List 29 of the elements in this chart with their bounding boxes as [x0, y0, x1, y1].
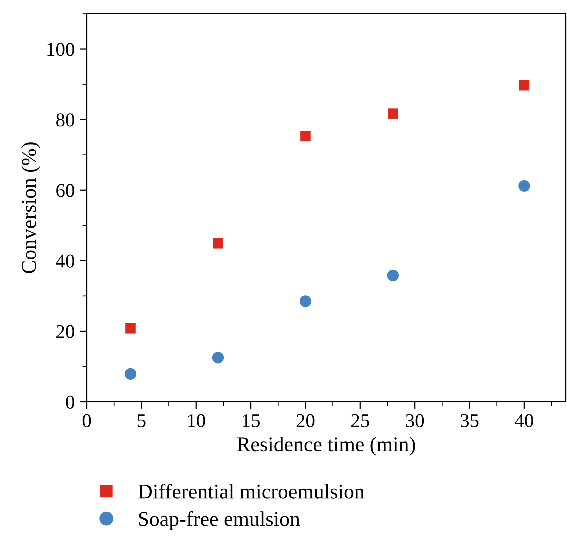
legend-label: Soap-free emulsion — [139, 511, 300, 531]
y-tick-label: 100 — [48, 43, 74, 56]
point — [518, 180, 530, 192]
y-tick-label: 80 — [56, 114, 74, 127]
legend-label: Differential microemulsion — [138, 484, 365, 499]
point — [519, 80, 530, 91]
y-tick-label: 40 — [56, 254, 74, 268]
y-tick-label: 20 — [56, 325, 74, 338]
point — [388, 108, 398, 119]
x-tick-label: 40 — [515, 414, 534, 428]
x-tick-label: 30 — [406, 414, 424, 428]
y-tick-label: 60 — [56, 184, 74, 198]
x-tick-label: 20 — [296, 414, 315, 428]
point — [300, 296, 312, 308]
point — [124, 368, 137, 380]
x-tick-label: 10 — [188, 414, 206, 428]
y-tick-label: 0 — [66, 396, 74, 409]
x-tick-label: 5 — [138, 414, 146, 428]
point — [213, 238, 224, 249]
x-axis-title: Residence time (min) — [237, 436, 416, 456]
point — [300, 131, 311, 142]
point — [126, 323, 136, 334]
x-tick-label: 35 — [460, 414, 479, 428]
x-tick-label: 15 — [243, 414, 260, 428]
point — [387, 270, 400, 282]
y-axis-title: Conversion (%) — [22, 142, 40, 274]
point — [212, 352, 224, 364]
x-tick-label: 25 — [352, 414, 370, 428]
x-tick-label: 0 — [82, 414, 92, 428]
